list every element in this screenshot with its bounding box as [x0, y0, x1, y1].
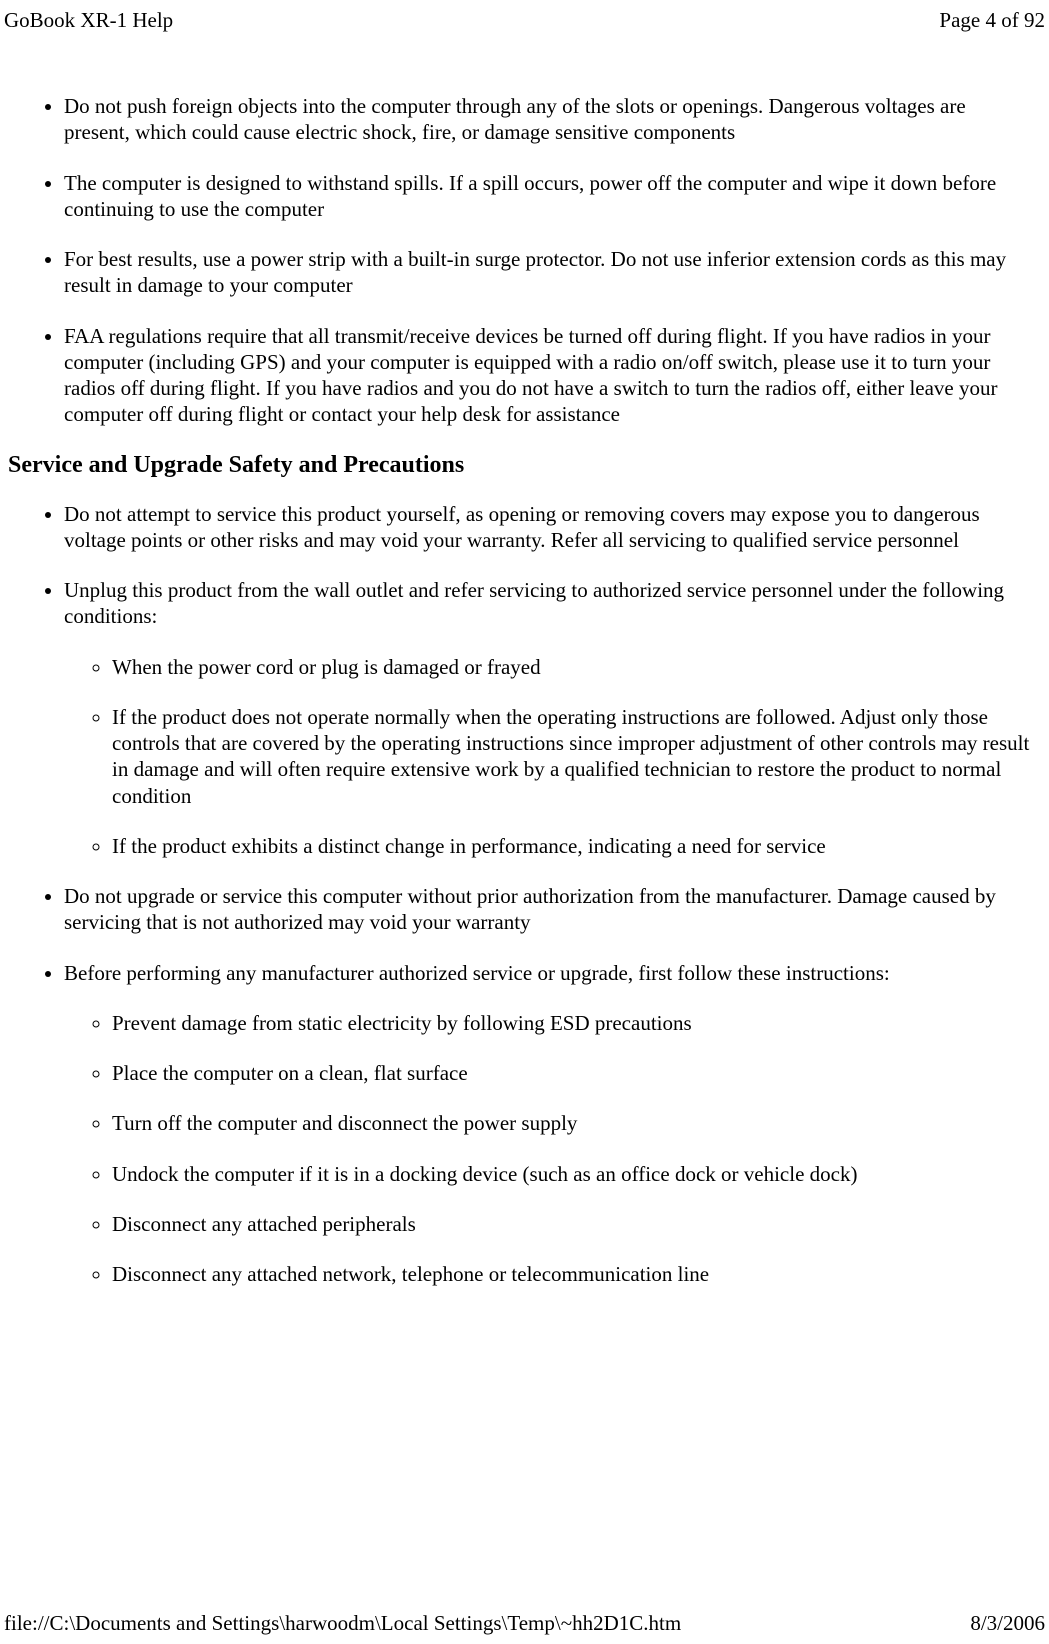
sub-list-item: Place the computer on a clean, flat surf… [112, 1060, 1035, 1086]
safety-list-1: Do not push foreign objects into the com… [4, 93, 1045, 428]
sub-list-item: If the product exhibits a distinct chang… [112, 833, 1035, 859]
page-content: Do not push foreign objects into the com… [0, 33, 1049, 1287]
list-item: Do not upgrade or service this computer … [64, 883, 1045, 936]
footer-date: 8/3/2006 [970, 1611, 1045, 1636]
list-item: Unplug this product from the wall outlet… [64, 577, 1045, 859]
sub-list-item: If the product does not operate normally… [112, 704, 1035, 809]
list-item: Do not push foreign objects into the com… [64, 93, 1045, 146]
sub-list-item: Disconnect any attached network, telepho… [112, 1261, 1035, 1287]
list-item: The computer is designed to withstand sp… [64, 170, 1045, 223]
sub-list-item: Prevent damage from static electricity b… [112, 1010, 1035, 1036]
sub-list: When the power cord or plug is damaged o… [64, 654, 1035, 860]
page-indicator: Page 4 of 92 [939, 8, 1045, 33]
list-item-text: Before performing any manufacturer autho… [64, 961, 890, 985]
page-footer: file://C:\Documents and Settings\harwood… [4, 1611, 1045, 1636]
sub-list-item: When the power cord or plug is damaged o… [112, 654, 1035, 680]
list-item: For best results, use a power strip with… [64, 246, 1045, 299]
safety-list-2: Do not attempt to service this product y… [4, 501, 1045, 1288]
list-item: Do not attempt to service this product y… [64, 501, 1045, 554]
page-header: GoBook XR-1 Help Page 4 of 92 [0, 0, 1049, 33]
footer-path: file://C:\Documents and Settings\harwood… [4, 1611, 681, 1636]
sub-list: Prevent damage from static electricity b… [64, 1010, 1035, 1288]
list-item: Before performing any manufacturer autho… [64, 960, 1045, 1288]
sub-list-item: Undock the computer if it is in a dockin… [112, 1161, 1035, 1187]
list-item-text: Unplug this product from the wall outlet… [64, 578, 1004, 628]
list-item: FAA regulations require that all transmi… [64, 323, 1045, 428]
section-heading: Service and Upgrade Safety and Precautio… [8, 452, 1045, 479]
sub-list-item: Turn off the computer and disconnect the… [112, 1110, 1035, 1136]
sub-list-item: Disconnect any attached peripherals [112, 1211, 1035, 1237]
header-title: GoBook XR-1 Help [4, 8, 173, 33]
